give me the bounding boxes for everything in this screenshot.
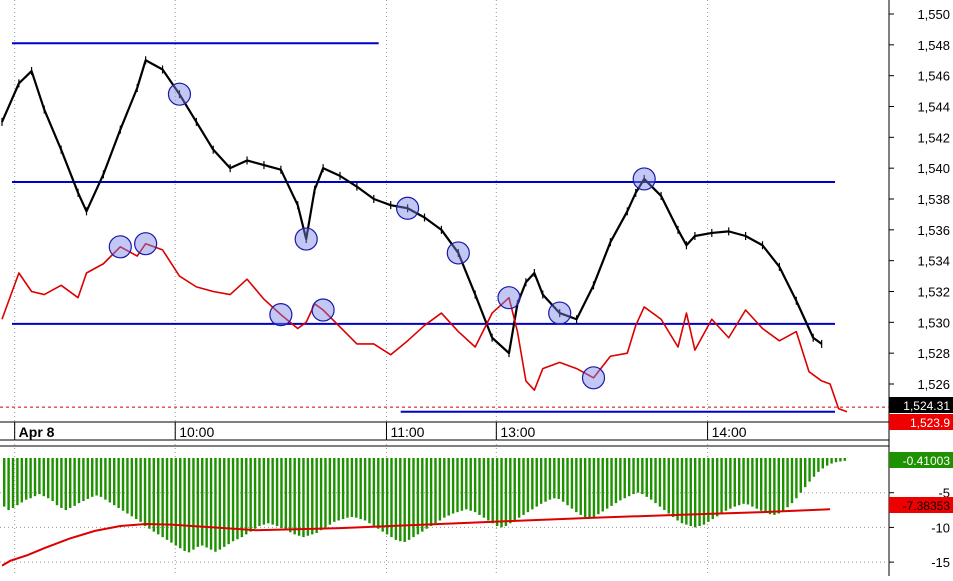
- highlight-marker: [311, 298, 335, 322]
- indicator-tick-label: -15: [931, 555, 950, 570]
- y-tick-label: 1,550: [917, 7, 950, 22]
- y-tick-label: 1,548: [917, 38, 950, 53]
- indicator-signal-line: [1, 508, 831, 567]
- y-tick-label: 1,536: [917, 223, 950, 238]
- price-badge: 1,524.31: [889, 397, 953, 413]
- axis-layer: 1,550 1,548 1,546 1,544 1,542 1,540 1,538 1,536…: [14, 7, 950, 570]
- y-tick-label: 1,528: [917, 346, 950, 361]
- levels-layer: [0, 42, 889, 413]
- indicator-tick-label: -10: [931, 520, 950, 535]
- price-badge-text: 1,524.31: [903, 399, 950, 413]
- secondary-series-line: [1, 242, 848, 413]
- y-tick-label: 1,532: [917, 285, 950, 300]
- indicator-value-badge: -0.41003: [889, 452, 953, 468]
- x-tick-label: Apr 8: [19, 424, 55, 440]
- y-tick-label: 1,530: [917, 315, 950, 330]
- y-tick-label: 1,534: [917, 254, 950, 269]
- highlight-marker: [632, 167, 656, 191]
- y-tick-label: 1,542: [917, 130, 950, 145]
- highlight-marker: [108, 235, 132, 259]
- highlight-marker: [446, 241, 470, 265]
- y-tick-label: 1,526: [917, 377, 950, 392]
- x-tick-label: 10:00: [179, 424, 214, 440]
- x-tick-label: 13:00: [500, 424, 535, 440]
- highlight-marker: [269, 303, 293, 327]
- indicator-signal-badge-text: -7.38353: [903, 499, 951, 513]
- x-tick-label: 14:00: [712, 424, 747, 440]
- secondary-price-badge-text: 1,523.9: [910, 416, 950, 430]
- main-panel-background: [0, 0, 889, 440]
- highlight-marker: [167, 82, 192, 106]
- highlight-marker: [548, 301, 572, 325]
- highlight-marker: [497, 286, 521, 310]
- highlight-marker: [396, 196, 420, 220]
- y-tick-label: 1,540: [917, 161, 950, 176]
- y-tick-label: 1,546: [917, 69, 950, 84]
- highlight-marker: [581, 366, 606, 390]
- indicator-tick-label: -5: [938, 486, 950, 501]
- indicator-series-layer: [1, 458, 847, 567]
- y-tick-label: 1,538: [917, 192, 950, 207]
- x-tick-label: 11:00: [390, 424, 424, 440]
- indicator-value-badge-text: -0.41003: [903, 454, 951, 468]
- series-layer: [0, 56, 848, 413]
- secondary-price-badge: 1,523.9: [889, 414, 953, 430]
- highlight-marker: [134, 232, 158, 256]
- y-tick-label: 1,544: [917, 100, 950, 115]
- indicator-signal-badge: -7.38353: [889, 497, 953, 513]
- highlight-marker: [294, 227, 318, 251]
